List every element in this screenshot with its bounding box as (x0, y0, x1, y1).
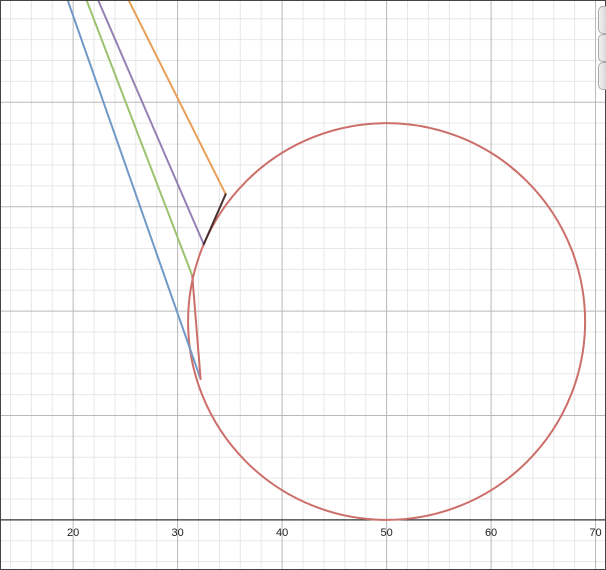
series-layer (66, 0, 587, 521)
x-tick-label: 40 (276, 527, 288, 539)
line-segment-2 (96, 0, 205, 246)
line-segment-5 (202, 193, 227, 246)
x-tick-label: 60 (485, 527, 497, 539)
x-tick-label: 20 (67, 527, 79, 539)
line-segment-4 (66, 0, 202, 380)
x-tick-label: 50 (380, 527, 392, 539)
line-segment-3 (85, 0, 194, 277)
circle-curve (187, 122, 587, 521)
x-tick-label: 30 (171, 527, 183, 539)
side-tab-3[interactable] (598, 62, 606, 90)
x-tick-labels: 20 30 40 50 60 70 (67, 527, 602, 539)
side-tab-2[interactable] (598, 34, 606, 62)
line-segment-1 (127, 0, 227, 196)
line-segment-6 (191, 274, 202, 380)
x-tick-label: 70 (589, 527, 601, 539)
side-tab-1[interactable] (598, 6, 606, 34)
